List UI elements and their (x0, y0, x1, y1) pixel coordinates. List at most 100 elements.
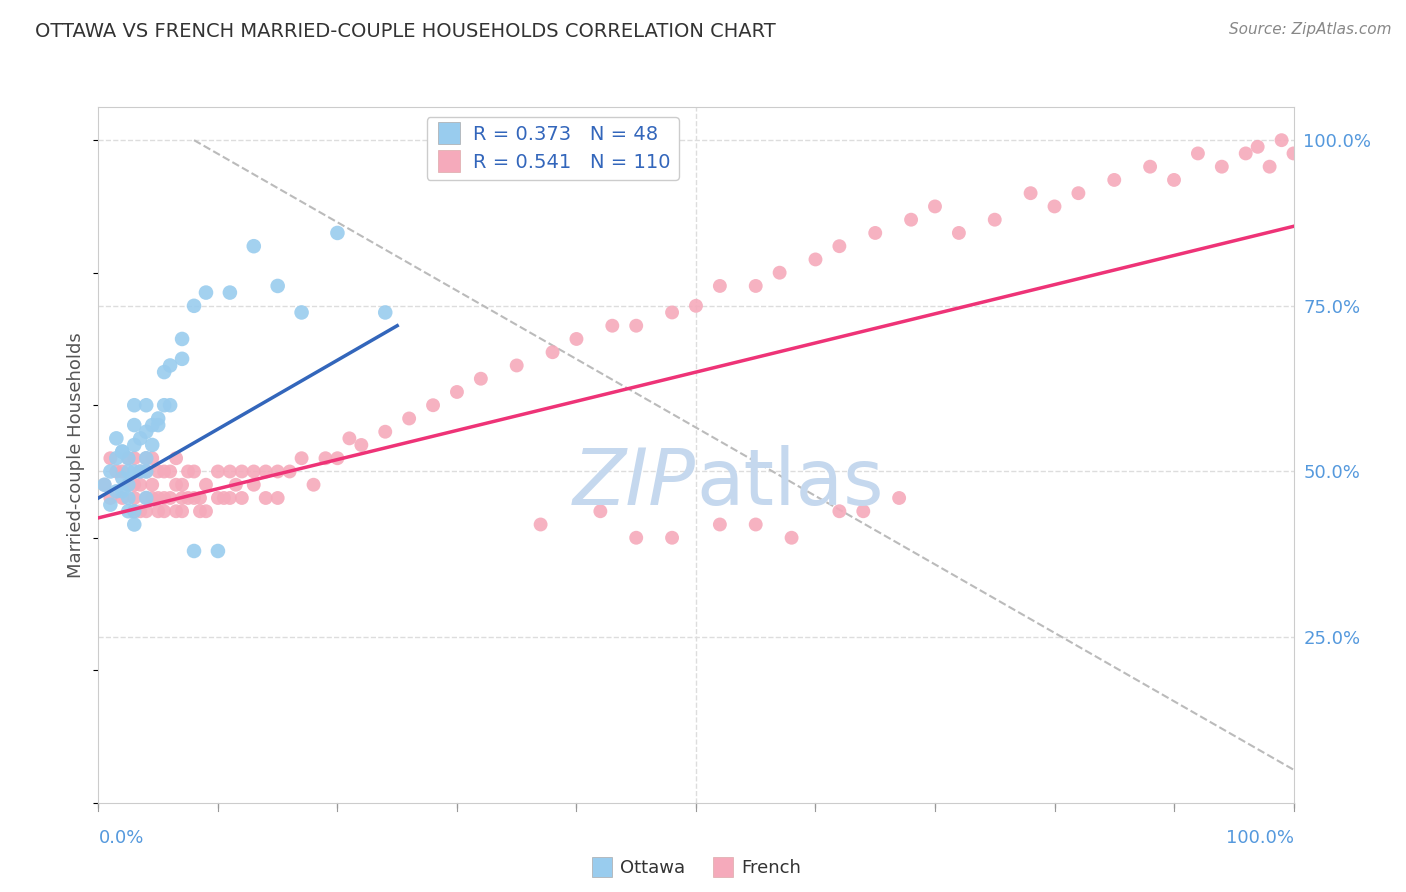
Point (1246, 140, 1268, 154)
Point (105, 484, 128, 499)
Point (183, 491, 205, 505)
Point (172, 491, 194, 505)
Point (98, 491, 122, 505)
Point (188, 504, 211, 518)
Point (172, 477, 194, 491)
Point (148, 411, 170, 425)
Point (124, 504, 146, 518)
Point (135, 491, 157, 505)
Point (183, 544, 205, 558)
Point (129, 431, 152, 445)
Point (1102, 173, 1125, 187)
Legend: R = 0.373   N = 48, R = 0.541   N = 110: R = 0.373 N = 48, R = 0.541 N = 110 (426, 117, 679, 180)
Point (135, 491, 157, 505)
Point (948, 226, 970, 240)
Point (602, 318, 624, 333)
Point (135, 451, 157, 466)
Point (315, 451, 337, 466)
Point (374, 425, 396, 439)
Point (1258, 160, 1281, 174)
Point (194, 285, 218, 300)
Point (135, 425, 157, 439)
Text: OTTAWA VS FRENCH MARRIED-COUPLE HOUSEHOLDS CORRELATION CHART: OTTAWA VS FRENCH MARRIED-COUPLE HOUSEHOL… (35, 22, 776, 41)
Point (291, 305, 314, 319)
Point (278, 465, 301, 479)
Point (93, 477, 115, 491)
Point (111, 444, 134, 458)
Text: ZIP: ZIP (574, 445, 696, 521)
Point (626, 531, 648, 545)
Point (98, 465, 122, 479)
Point (117, 491, 139, 505)
Point (207, 491, 229, 505)
Point (506, 359, 529, 373)
Point (124, 418, 146, 433)
Point (172, 332, 194, 346)
Point (661, 531, 683, 545)
Point (129, 477, 152, 491)
Point (111, 484, 134, 499)
Point (165, 504, 187, 518)
Point (398, 411, 420, 425)
Point (254, 491, 277, 505)
Point (135, 504, 157, 518)
Point (111, 465, 134, 479)
Text: 0.0%: 0.0% (98, 829, 143, 847)
Point (124, 491, 146, 505)
Point (565, 332, 588, 346)
Point (1139, 160, 1161, 174)
Point (117, 451, 139, 466)
Point (804, 252, 827, 267)
Point (207, 544, 229, 558)
Point (124, 504, 146, 518)
Point (852, 504, 875, 518)
Point (194, 504, 218, 518)
Point (243, 465, 266, 479)
Point (117, 477, 139, 491)
Point (924, 199, 946, 213)
Point (243, 239, 266, 253)
Point (291, 451, 314, 466)
Point (148, 491, 170, 505)
Point (709, 517, 731, 532)
Point (219, 491, 242, 505)
Point (111, 444, 134, 458)
Point (374, 305, 396, 319)
Point (159, 398, 181, 412)
Point (302, 477, 325, 491)
Point (1019, 186, 1042, 201)
Point (98, 498, 122, 512)
Point (626, 318, 648, 333)
Point (529, 517, 551, 532)
Point (111, 491, 134, 505)
Point (124, 517, 146, 532)
Point (159, 491, 181, 505)
Point (1234, 146, 1257, 161)
Point (124, 451, 146, 466)
Point (177, 465, 200, 479)
Point (141, 451, 163, 466)
Point (141, 477, 163, 491)
Point (589, 504, 612, 518)
Point (153, 504, 176, 518)
Point (135, 451, 157, 466)
Point (1067, 186, 1090, 201)
Point (768, 266, 790, 280)
Point (219, 465, 242, 479)
Text: 100.0%: 100.0% (1226, 829, 1294, 847)
Point (141, 418, 163, 433)
Point (153, 465, 176, 479)
Point (148, 418, 170, 433)
Point (135, 398, 157, 412)
Point (124, 477, 146, 491)
Point (219, 285, 242, 300)
Point (243, 477, 266, 491)
Point (98, 451, 122, 466)
Point (685, 299, 707, 313)
Point (745, 279, 768, 293)
Point (1187, 146, 1209, 161)
Point (172, 504, 194, 518)
Point (541, 345, 564, 359)
Point (124, 465, 146, 479)
Point (231, 491, 253, 505)
